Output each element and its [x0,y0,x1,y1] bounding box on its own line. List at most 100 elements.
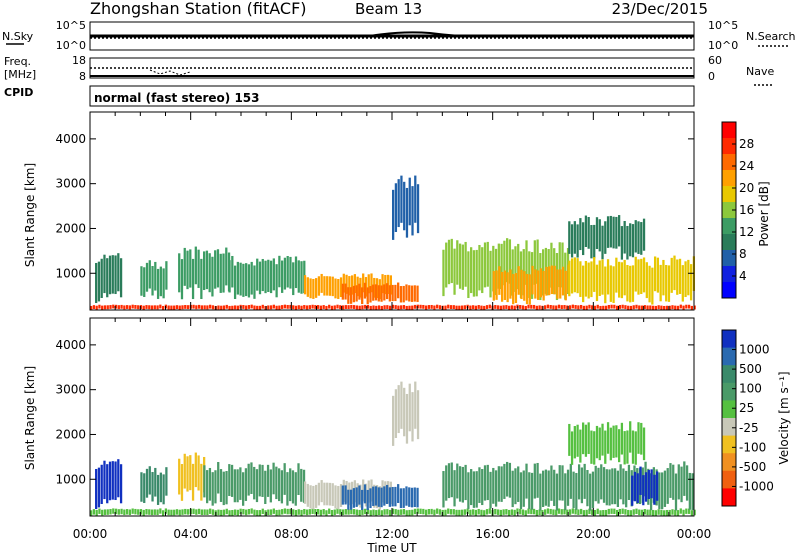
nsky-bump [369,31,461,37]
data-cell [619,464,622,500]
data-cell [596,508,599,515]
colorbar-swatch [722,470,736,489]
data-cell [388,509,392,516]
data-cell [544,305,547,310]
data-cell [370,273,373,293]
data-cell [205,250,209,290]
data-cell [256,305,259,310]
data-cell [294,509,298,516]
data-cell [587,262,590,299]
data-cell [352,509,356,515]
data-cell [191,258,195,300]
data-cell [326,276,329,296]
data-cell [250,304,253,309]
data-cell [508,305,511,310]
data-cell [461,244,464,290]
data-cell [651,305,655,310]
data-cell [544,469,548,506]
data-cell [433,305,436,310]
data-cell [598,427,601,461]
data-cell [577,464,581,500]
data-cell [372,284,375,301]
data-cell [375,510,378,516]
data-cell [341,485,344,505]
data-cell [673,255,676,291]
data-cell [627,305,630,310]
data-cell [629,265,632,303]
colorbar-swatch [722,488,736,507]
data-cell [579,304,583,309]
data-cell [108,461,112,501]
data-cell [532,304,536,309]
colorbar-tick-label: 4 [739,269,747,283]
data-cell [586,470,589,507]
data-cell [656,471,659,501]
nsky-panel: N.Sky 10^5 10^0 10^5 10^0 N.Search [2,19,796,52]
data-cell [500,243,503,290]
data-cell [372,509,375,516]
freq-label: Freq. [4,55,31,68]
data-cell [612,425,615,458]
data-cell [442,249,445,297]
data-cell [654,510,658,516]
data-cell [610,304,613,309]
data-cell [269,509,273,515]
data-cell [267,259,270,292]
data-cell [525,273,529,305]
data-cell [400,509,403,515]
velocity-yaxis: 4000 3000 2000 1000 [55,338,694,486]
data-cell [523,271,526,301]
data-cell [328,276,332,296]
data-cell [103,305,107,310]
data-cell [666,468,669,504]
data-cell [278,305,281,310]
data-cell [593,224,596,259]
data-cell [472,471,476,508]
data-cell [222,305,226,310]
data-cell [509,269,512,299]
data-cell [648,265,651,303]
data-cell [593,509,597,516]
data-cell [541,305,544,310]
data-cell [477,305,480,309]
data-cell [681,265,684,302]
data-cell [300,305,303,310]
data-cell [438,305,442,310]
data-cell [413,285,416,302]
data-cell [579,508,583,515]
data-cell [683,461,686,496]
data-cell [148,509,151,515]
data-cell [394,389,398,438]
data-cell [153,509,156,515]
data-cell [557,508,561,514]
data-cell [291,470,295,504]
freq-unit-label: [MHz] [4,68,36,81]
data-cell [539,268,542,298]
data-cell [582,422,585,455]
data-cell [668,305,671,310]
nsky-label: N.Sky [2,30,34,43]
data-cell [386,305,389,310]
data-cell [530,508,533,515]
data-cell [640,258,643,295]
data-cell [236,305,239,310]
data-cell [503,240,506,286]
data-cell [231,305,234,310]
data-cell [645,262,648,299]
data-cell [568,509,572,515]
data-cell [624,509,627,515]
data-cell [272,304,275,309]
data-cell [631,475,634,506]
data-cell [106,509,109,515]
data-cell [156,474,160,505]
data-cell [413,304,417,309]
data-cell [661,472,664,510]
data-cell [502,305,505,310]
data-cell [508,239,512,284]
data-cell [312,485,315,510]
data-cell [511,249,514,296]
data-cell [615,216,618,249]
data-cell [494,470,498,507]
y-tick-label: 2000 [55,427,86,441]
